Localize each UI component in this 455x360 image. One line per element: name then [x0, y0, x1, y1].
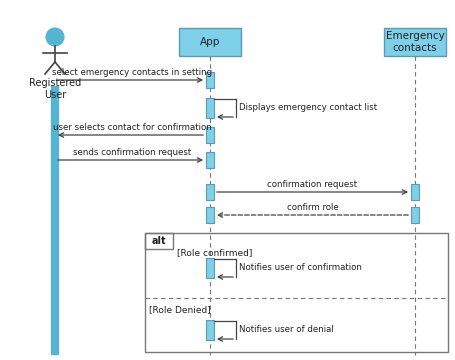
FancyBboxPatch shape [384, 28, 446, 56]
FancyBboxPatch shape [206, 207, 214, 223]
Text: user selects contact for confirmation: user selects contact for confirmation [53, 123, 212, 132]
Text: confirm role: confirm role [287, 203, 339, 212]
Text: Registered
User: Registered User [29, 78, 81, 100]
FancyBboxPatch shape [206, 72, 214, 88]
FancyBboxPatch shape [206, 258, 214, 278]
Text: Emergency
contacts: Emergency contacts [386, 31, 445, 53]
Text: Notifies user of denial: Notifies user of denial [239, 325, 334, 334]
FancyBboxPatch shape [206, 98, 214, 118]
FancyBboxPatch shape [206, 127, 214, 143]
Text: sends confirmation request: sends confirmation request [73, 148, 192, 157]
FancyBboxPatch shape [206, 320, 214, 340]
Circle shape [46, 28, 64, 46]
FancyBboxPatch shape [179, 28, 241, 56]
Text: Notifies user of confirmation: Notifies user of confirmation [239, 264, 362, 273]
Text: App: App [200, 37, 220, 47]
FancyBboxPatch shape [411, 207, 419, 223]
Text: Displays emergency contact list: Displays emergency contact list [239, 104, 377, 112]
FancyBboxPatch shape [206, 184, 214, 200]
Text: confirmation request: confirmation request [268, 180, 358, 189]
FancyBboxPatch shape [206, 152, 214, 168]
Text: [Role confirmed]: [Role confirmed] [177, 248, 253, 257]
Text: select emergency contacts in setting: select emergency contacts in setting [52, 68, 212, 77]
FancyBboxPatch shape [411, 184, 419, 200]
Text: alt: alt [152, 236, 167, 246]
Text: [Role Denied]: [Role Denied] [149, 305, 211, 314]
